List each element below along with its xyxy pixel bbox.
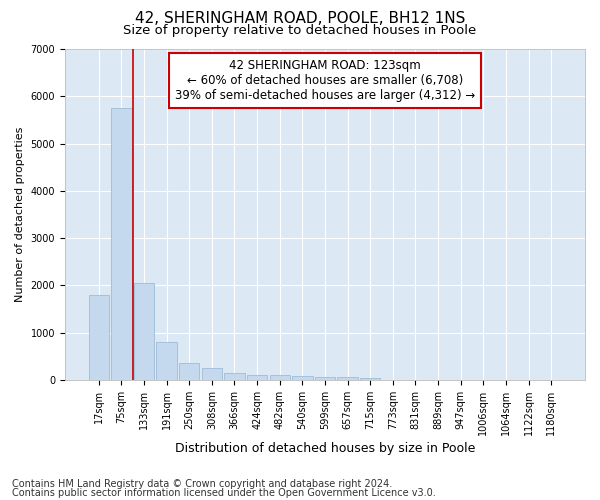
Bar bbox=[337, 378, 358, 380]
X-axis label: Distribution of detached houses by size in Poole: Distribution of detached houses by size … bbox=[175, 442, 475, 455]
Bar bbox=[315, 378, 335, 380]
Bar bbox=[89, 295, 109, 380]
Bar bbox=[157, 342, 177, 380]
Bar bbox=[224, 372, 245, 380]
Bar bbox=[247, 375, 267, 380]
Bar bbox=[269, 375, 290, 380]
Bar bbox=[179, 363, 199, 380]
Text: 42 SHERINGHAM ROAD: 123sqm
← 60% of detached houses are smaller (6,708)
39% of s: 42 SHERINGHAM ROAD: 123sqm ← 60% of deta… bbox=[175, 59, 475, 102]
Text: Contains public sector information licensed under the Open Government Licence v3: Contains public sector information licen… bbox=[12, 488, 436, 498]
Bar bbox=[202, 368, 222, 380]
Bar bbox=[111, 108, 131, 380]
Bar bbox=[292, 376, 313, 380]
Text: Contains HM Land Registry data © Crown copyright and database right 2024.: Contains HM Land Registry data © Crown c… bbox=[12, 479, 392, 489]
Y-axis label: Number of detached properties: Number of detached properties bbox=[15, 126, 25, 302]
Bar bbox=[360, 378, 380, 380]
Bar bbox=[134, 283, 154, 380]
Text: Size of property relative to detached houses in Poole: Size of property relative to detached ho… bbox=[124, 24, 476, 37]
Text: 42, SHERINGHAM ROAD, POOLE, BH12 1NS: 42, SHERINGHAM ROAD, POOLE, BH12 1NS bbox=[135, 11, 465, 26]
